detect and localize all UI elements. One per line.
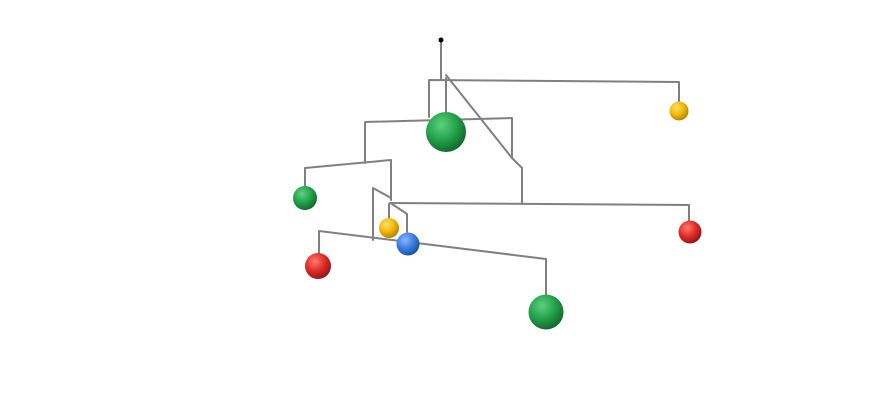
ball-yellow-center bbox=[379, 218, 399, 238]
wire-diagonal-bar bbox=[445, 74, 523, 205]
wire-left-sub-bar bbox=[304, 159, 392, 201]
wire-top-bar bbox=[428, 79, 680, 118]
wire-bottom-bar bbox=[318, 230, 547, 297]
ball-green-left bbox=[293, 186, 317, 210]
mobile-wires bbox=[304, 39, 690, 297]
ball-blue-center bbox=[396, 232, 420, 256]
wire-long-lower-bar bbox=[389, 202, 690, 223]
ball-yellow-right bbox=[669, 101, 689, 121]
ball-red-left bbox=[305, 253, 331, 279]
ball-green-large-bottom bbox=[528, 294, 564, 330]
ball-red-right bbox=[678, 220, 702, 244]
pivot-point bbox=[438, 37, 444, 43]
wire-blue-center-drop bbox=[391, 203, 408, 233]
wire-center-zigzag bbox=[372, 187, 392, 241]
ball-green-large-top bbox=[426, 112, 466, 152]
mobile-balls bbox=[293, 101, 702, 330]
